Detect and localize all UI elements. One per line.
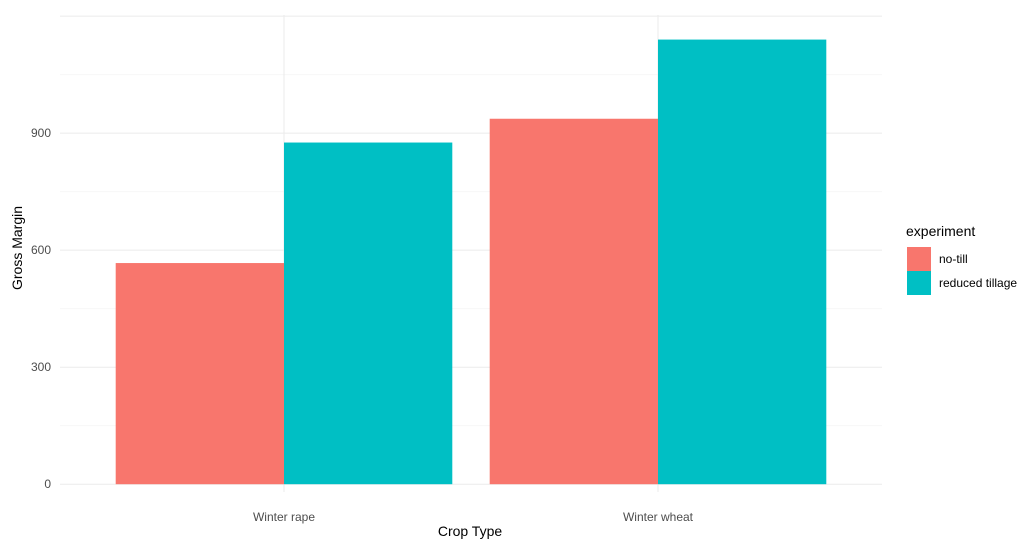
bars xyxy=(115,39,827,485)
x-axis-ticks: Winter rape Winter wheat xyxy=(253,510,694,524)
bar-no-till-winter-wheat xyxy=(489,118,658,485)
y-axis-ticks: 0 300 600 900 xyxy=(31,126,51,491)
bar-reduced-tillage-winter-wheat xyxy=(658,39,827,485)
y-tick-label: 900 xyxy=(31,126,51,140)
legend-swatch-reduced-tillage xyxy=(907,271,931,295)
y-tick-label: 600 xyxy=(31,243,51,257)
y-tick-label: 300 xyxy=(31,360,51,374)
legend-label-reduced-tillage: reduced tillage xyxy=(939,276,1017,290)
legend-title: experiment xyxy=(906,223,975,239)
bar-no-till-winter-rape xyxy=(115,263,284,485)
legend-items: no-till reduced tillage xyxy=(907,247,1017,295)
y-tick-label: 0 xyxy=(44,477,51,491)
legend-swatch-no-till xyxy=(907,247,931,271)
legend-label-no-till: no-till xyxy=(939,252,968,266)
y-axis-title: Gross Margin xyxy=(9,206,25,290)
legend: experiment no-till reduced tillage xyxy=(906,223,1017,295)
bar-reduced-tillage-winter-rape xyxy=(284,142,453,485)
x-axis-title: Crop Type xyxy=(438,523,503,539)
x-tick-label: Winter wheat xyxy=(623,510,694,524)
x-tick-label: Winter rape xyxy=(253,510,315,524)
